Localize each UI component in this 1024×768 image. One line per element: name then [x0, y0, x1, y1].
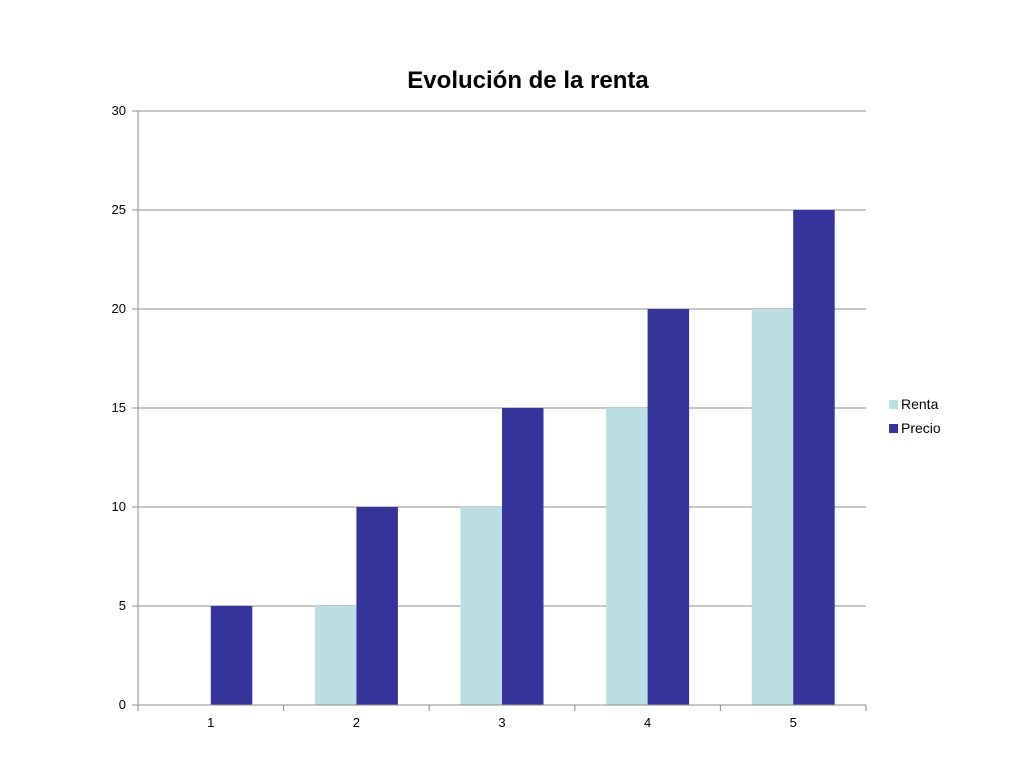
chart-title: Evolución de la renta [407, 67, 649, 94]
y-tick-label: 15 [112, 400, 126, 415]
x-tick-label: 3 [498, 715, 505, 730]
bar-renta-5 [751, 309, 794, 705]
y-tick-label: 0 [119, 697, 126, 712]
y-tick-label: 5 [119, 598, 126, 613]
x-tick-label: 4 [644, 715, 651, 730]
x-tick-label: 2 [353, 715, 360, 730]
y-tick-label: 10 [112, 499, 126, 514]
bar-precio-5 [793, 210, 835, 705]
bars [210, 210, 835, 705]
bar-precio-2 [356, 507, 398, 705]
y-tick-label: 20 [112, 301, 126, 316]
y-tick-label: 30 [112, 103, 126, 118]
axes: 0 5 10 15 20 25 30 1 2 3 4 5 [112, 103, 867, 730]
y-tick-label: 25 [112, 202, 126, 217]
legend-swatch-precio [889, 424, 898, 433]
bar-renta-3 [460, 507, 502, 705]
legend: Renta Precio [889, 396, 941, 436]
bar-renta-2 [314, 606, 357, 705]
legend-label-precio: Precio [901, 420, 941, 436]
x-tick-label: 1 [207, 715, 214, 730]
legend-swatch-renta [889, 400, 898, 409]
x-tick-label: 5 [790, 715, 797, 730]
bar-renta-4 [606, 408, 648, 705]
bar-precio-1 [210, 606, 253, 705]
bar-precio-4 [647, 309, 690, 705]
legend-label-renta: Renta [901, 396, 939, 412]
bar-precio-3 [502, 408, 544, 705]
